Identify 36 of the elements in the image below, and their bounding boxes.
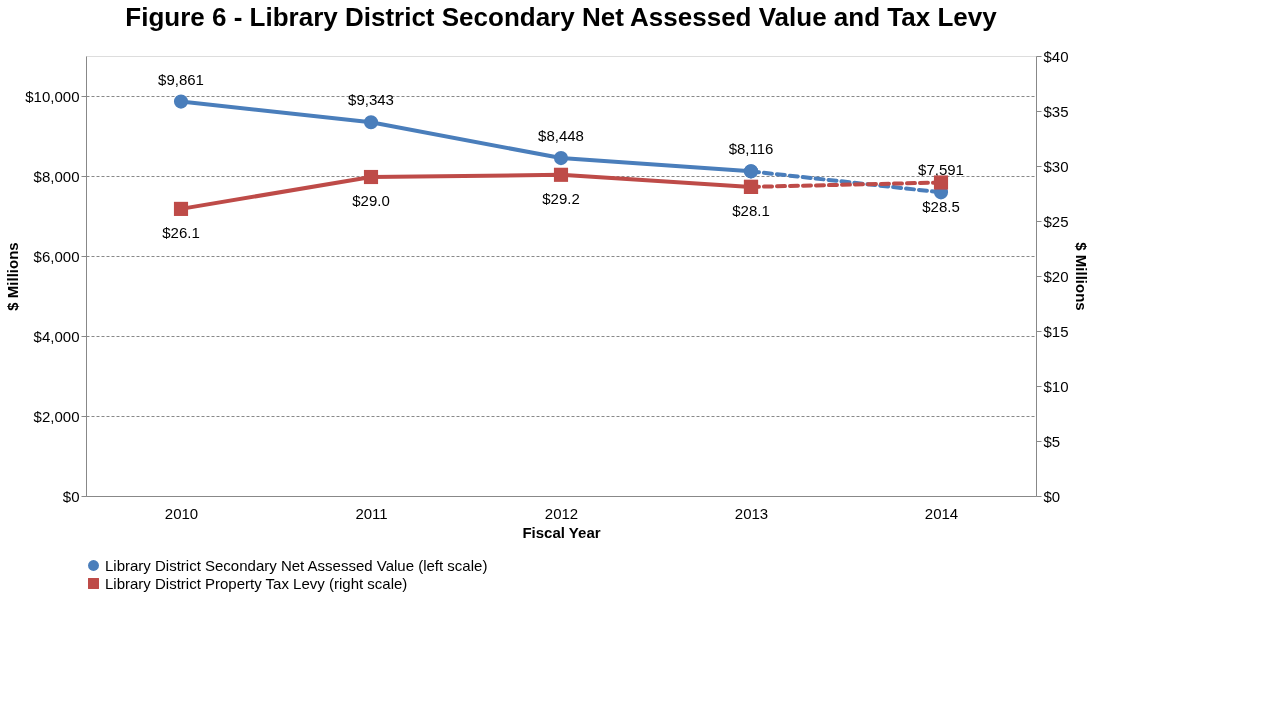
data-label: $7,591 bbox=[918, 161, 964, 179]
y-tick-label: $2,000 bbox=[33, 407, 80, 425]
data-label: $28.5 bbox=[922, 197, 960, 215]
y-tick-label: $6,000 bbox=[33, 247, 80, 265]
data-label: $28.1 bbox=[732, 201, 770, 219]
y2-tick-label: $5 bbox=[1043, 432, 1061, 450]
data-label: $26.1 bbox=[162, 223, 200, 241]
legend-label: Library District Secondary Net Assessed Value (left scale) bbox=[105, 556, 488, 574]
x-axis-title: Fiscal Year bbox=[522, 523, 601, 541]
x-tick-label: 2011 bbox=[355, 504, 388, 522]
y2-tick-label: $35 bbox=[1043, 102, 1069, 120]
x-tick-label: 2010 bbox=[164, 504, 199, 522]
y2-tick-label: $30 bbox=[1043, 157, 1069, 175]
y-tick-label: $8,000 bbox=[33, 167, 80, 185]
x-tick-label: 2012 bbox=[544, 504, 579, 522]
y2-tick-label: $0 bbox=[1043, 487, 1061, 505]
y2-tick-label: $15 bbox=[1043, 322, 1069, 340]
data-label: $29.2 bbox=[542, 189, 580, 207]
data-label: $9,343 bbox=[348, 91, 394, 109]
data-label: $29.0 bbox=[352, 192, 390, 209]
y2-tick-label: $25 bbox=[1043, 212, 1069, 230]
legend-label: Library District Property Tax Levy (right scale) bbox=[105, 574, 408, 592]
data-label: $8,116 bbox=[728, 140, 774, 158]
y2-axis-title: $ Millions bbox=[1072, 242, 1090, 311]
y2-tick-label: $40 bbox=[1043, 47, 1069, 65]
y2-tick-label: $10 bbox=[1043, 377, 1069, 395]
chart-title: Figure 6 - Library District Secondary Net Assessed Value and Tax Levy bbox=[125, 2, 998, 32]
data-label: $9,861 bbox=[158, 70, 204, 88]
y2-tick-label: $20 bbox=[1043, 267, 1069, 285]
y-tick-label: $0 bbox=[62, 487, 80, 505]
x-tick-label: 2014 bbox=[924, 504, 959, 522]
y-tick-label: $10,000 bbox=[25, 87, 80, 105]
y-tick-label: $4,000 bbox=[33, 327, 80, 345]
x-tick-label: 2013 bbox=[734, 504, 769, 522]
data-label: $8,448 bbox=[538, 127, 584, 145]
y-axis-title: $ Millions bbox=[4, 242, 22, 311]
